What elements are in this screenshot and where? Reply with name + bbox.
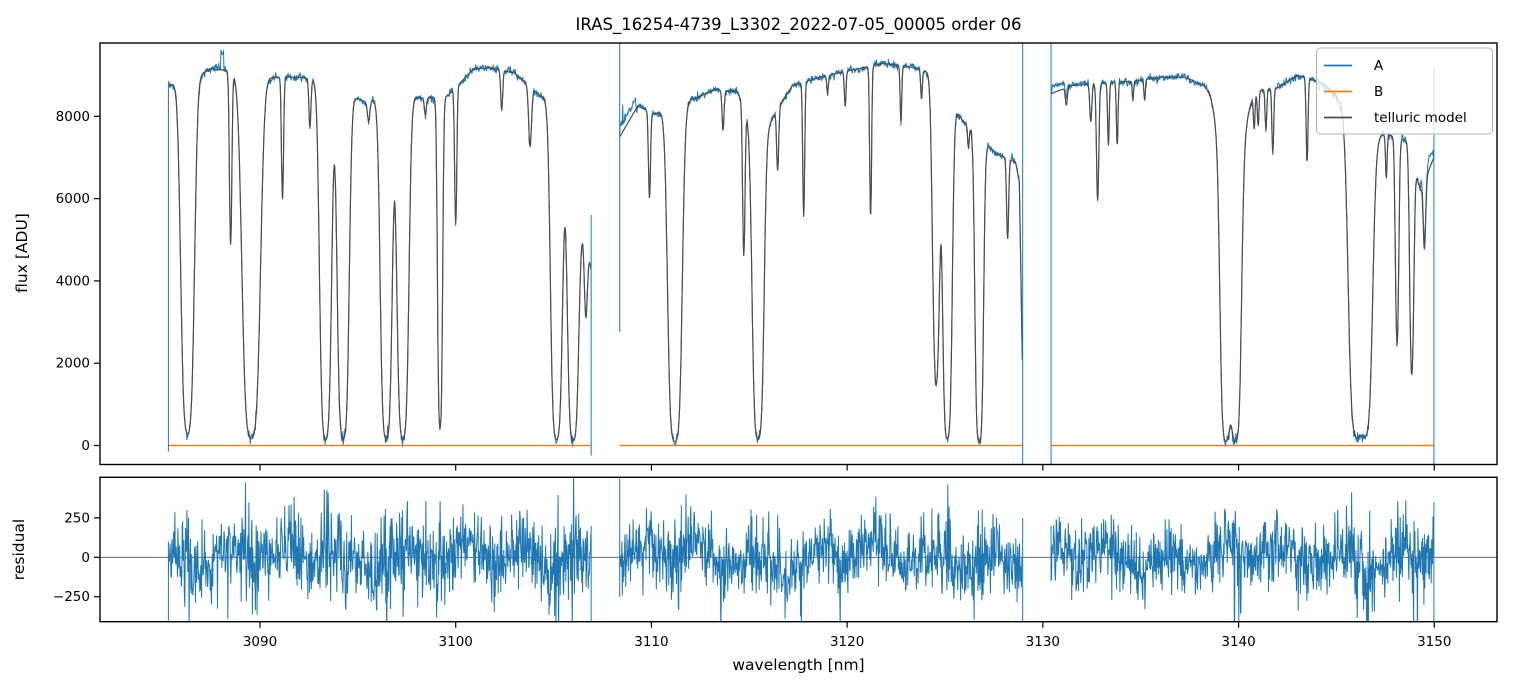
plot-title: IRAS_16254-4739_L3302_2022-07-05_00005 o… <box>576 15 1022 35</box>
wavelength-xtick-label: 3130 <box>1026 634 1060 650</box>
residual-ytick-label: 0 <box>81 550 90 566</box>
legend-item-a: A <box>1374 58 1384 74</box>
residual-segment-0 <box>167 477 592 622</box>
wavelength-xtick-label: 3120 <box>830 634 864 650</box>
wavelength-xtick-label: 3100 <box>439 634 473 650</box>
flux-ylabel: flux [ADU] <box>13 213 31 293</box>
flux-axes-ticks: 0 2000 4000 6000 8000 <box>56 109 1435 471</box>
x-axis-label: wavelength [nm] <box>732 656 864 674</box>
residual-segment-1 <box>619 484 1023 622</box>
flux-ytick-label: 4000 <box>56 273 90 289</box>
flux-ytick-label: 8000 <box>56 109 90 125</box>
residual-ylabel: residual <box>10 519 28 580</box>
wavelength-xtick-label: 3110 <box>634 634 668 650</box>
telluric-model-segment-2 <box>1050 74 1435 443</box>
flux-ytick-label: 6000 <box>56 191 90 207</box>
telluric-model-segment-0 <box>168 67 592 442</box>
residual-axes: −250 0 250 3090 3100 3110 3120 3130 3140 3150 res… <box>10 476 1498 674</box>
flux-ytick-label: 0 <box>81 438 90 454</box>
telluric-model-segment-1 <box>619 63 1023 443</box>
wavelength-xtick-label: 3140 <box>1221 634 1255 650</box>
wavelength-xtick-label: 3090 <box>243 634 277 650</box>
residual-ytick-label: 250 <box>64 510 90 526</box>
residual-axes-frame <box>99 476 1498 623</box>
residual-curves <box>100 477 1497 622</box>
legend-item-b: B <box>1374 84 1383 100</box>
wavelength-xtick-label: 3150 <box>1417 634 1451 650</box>
residual-axes-ticks: −250 0 250 3090 3100 3110 3120 3130 3140 3150 <box>53 510 1452 650</box>
residual-segment-2 <box>1050 492 1435 622</box>
legend: A B telluric model <box>1316 47 1493 135</box>
legend-box <box>1316 47 1493 135</box>
flux-axes-frame <box>99 42 1498 466</box>
legend-item-telluric-model: telluric model <box>1374 110 1467 126</box>
residual-ytick-label: −250 <box>53 589 90 605</box>
flux-curves <box>167 43 1435 465</box>
flux-axes: 0 2000 4000 6000 8000 flux [ADU] A B telluri… <box>13 42 1498 471</box>
flux-ytick-label: 2000 <box>56 356 90 372</box>
